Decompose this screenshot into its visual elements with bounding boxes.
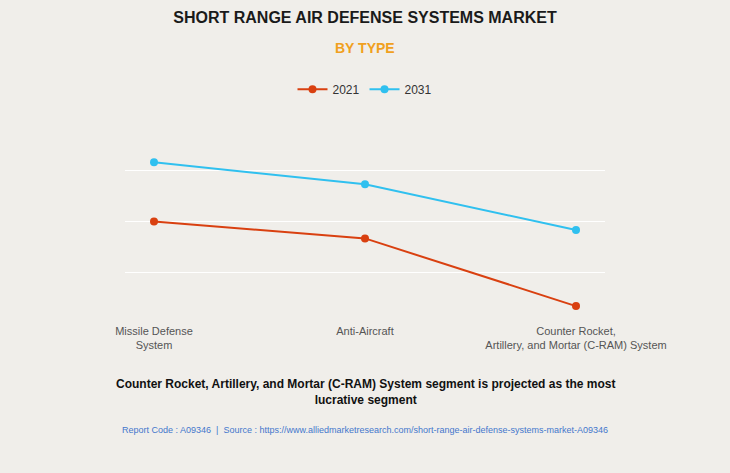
- svg-text:Counter Rocket,Artillery, and: Counter Rocket,Artillery, and Mortar (C-…: [485, 325, 666, 351]
- svg-text:2031: 2031: [405, 83, 432, 97]
- svg-text:2021: 2021: [333, 83, 360, 97]
- svg-text:Report Code : A09346 | Sourc: Report Code : A09346 | Source : https://…: [122, 425, 608, 435]
- svg-text:Counter Rocket, Artillery, and: Counter Rocket, Artillery, and Mortar (C…: [116, 377, 615, 407]
- svg-text:SHORT RANGE AIR DEFENSE SYSTEM: SHORT RANGE AIR DEFENSE SYSTEMS MARKET: [173, 9, 557, 26]
- svg-text:BY TYPE: BY TYPE: [335, 40, 395, 56]
- svg-text:Missile DefenseSystem: Missile DefenseSystem: [115, 325, 193, 351]
- svg-text:Anti-Aircraft: Anti-Aircraft: [336, 325, 393, 337]
